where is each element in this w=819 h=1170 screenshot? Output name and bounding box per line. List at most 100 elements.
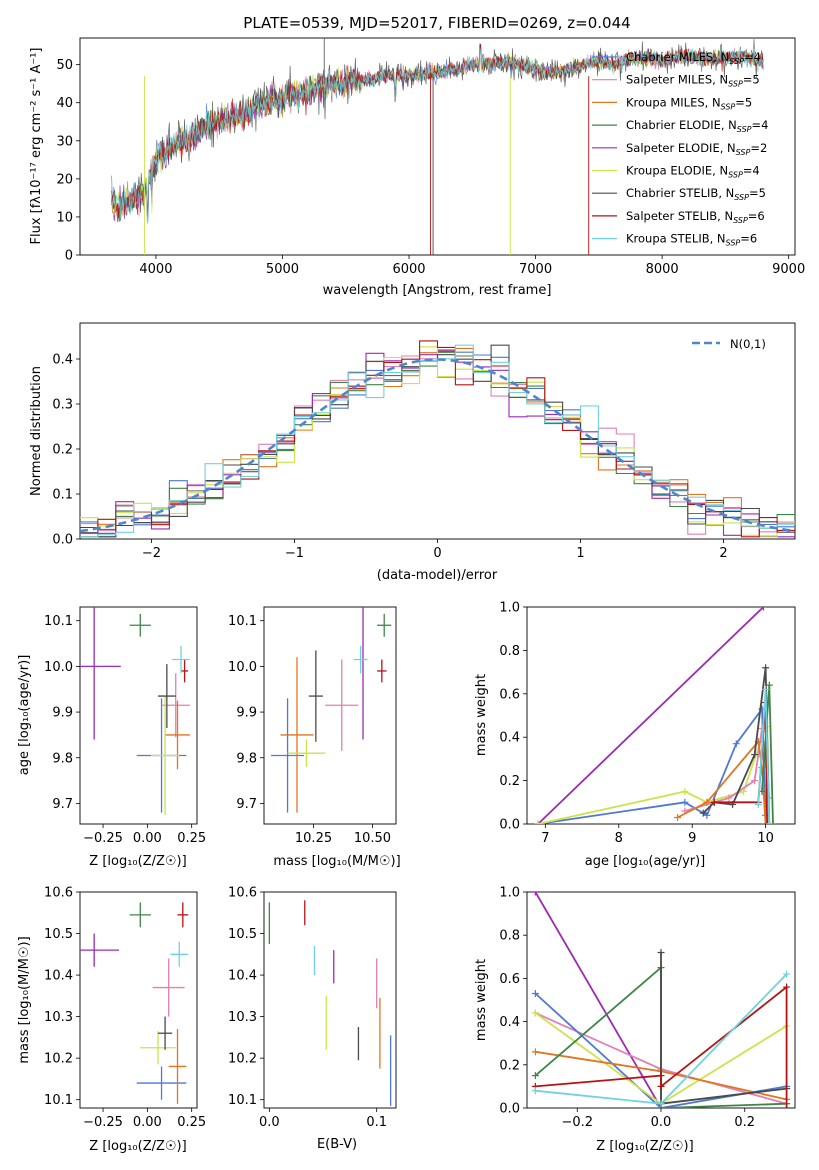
weight-series: [537, 706, 767, 824]
weight-marker: [762, 685, 770, 693]
x-tick-label: 10: [757, 831, 774, 846]
y-tick-label: 9.8: [236, 751, 257, 766]
hist-ylabel: Normed distribution: [29, 366, 44, 496]
weight-marker: [732, 740, 740, 748]
legend-entry: Chabrier ELODIE, NSSP=4: [626, 118, 768, 134]
weight-marker: [531, 1009, 539, 1017]
weight-marker: [703, 811, 711, 819]
weight-marker: [783, 1104, 791, 1108]
y-tick-label: 10.0: [228, 660, 257, 675]
x-tick-label: 0.2: [734, 1115, 755, 1130]
axes-frame: [79, 891, 198, 1109]
histogram-series: [80, 344, 795, 538]
weight-marker: [657, 1100, 665, 1108]
legend-entry: Chabrier STELIB, NSSP=5: [626, 186, 766, 202]
legend-entry: Kroupa MILES, NSSP=5: [626, 95, 752, 111]
weight-vs-age-lines: [534, 607, 777, 824]
x-tick-label: 0.1: [366, 1115, 387, 1130]
weight-marker: [699, 809, 707, 817]
p5-xlabel: age [log₁₀(age/yr)]: [585, 854, 706, 869]
y-tick-label: 9.9: [236, 706, 257, 721]
age-vs-z-points: [80, 607, 190, 815]
x-tick-label: 0: [433, 546, 441, 561]
legend-entry: Salpeter MILES, NSSP=5: [626, 73, 760, 89]
y-tick-label: 0.0: [52, 533, 73, 548]
weight-marker: [531, 1072, 539, 1080]
y-tick-label: 0.8: [499, 929, 520, 944]
x-tick-label: 0.00: [133, 831, 162, 846]
weight-marker: [531, 1048, 539, 1056]
x-tick-label: 0.25: [177, 1115, 206, 1130]
weight-marker: [751, 777, 759, 785]
legend-entry: Kroupa ELODIE, NSSP=4: [626, 164, 760, 180]
weight-marker: [657, 1072, 665, 1080]
weight-marker: [703, 798, 711, 806]
y-tick-label: 40: [56, 96, 73, 111]
panel-spectrum: 4000 5000 6000 7000 8000 9000 0 10 20 30 40 50 Chabr…: [56, 37, 805, 277]
gaussian-curve: [80, 358, 795, 533]
p6-xlabel: Z [log₁₀(Z/Z☉)]: [89, 1139, 186, 1154]
weight-marker: [783, 970, 791, 978]
panel-histogram: −2 −1 0 1 2 0.0 0.1 0.2 0.3 0.4 N(0,1): [52, 322, 796, 561]
y-tick-label: 0.0: [499, 1102, 520, 1117]
panel-age-vs-mass: 10.25 10.50 9.7 9.8 9.9 10.0 10.1: [228, 606, 397, 846]
weight-marker: [762, 664, 770, 672]
spectrum-series: [111, 43, 764, 218]
y-tick-label: 9.9: [52, 706, 73, 721]
y-tick-label: 10.4: [44, 969, 73, 984]
spectrum-legend: Chabrier MILES, NSSP=4 Salpeter MILES, NS…: [592, 50, 768, 248]
x-tick-label: 0.0: [259, 1115, 280, 1130]
weight-series: [660, 952, 787, 1105]
y-tick-label: 0.3: [52, 398, 73, 413]
x-tick-label: −2: [142, 546, 161, 561]
weight-marker: [531, 892, 539, 896]
p3-xlabel: Z [log₁₀(Z/Z☉)]: [89, 854, 186, 869]
panel-weight-vs-age: 7 8 9 10 0.0 0.2 0.4 0.6 0.8 1.0: [499, 601, 796, 846]
weight-marker: [657, 948, 665, 956]
weight-vs-z-lines: [531, 892, 791, 1108]
y-tick-label: 0.6: [499, 687, 520, 702]
y-tick-label: 10.1: [228, 1093, 257, 1108]
spectrum-series: [111, 48, 764, 222]
x-tick-label: −1: [285, 546, 304, 561]
p5-ylabel: mass weight: [474, 674, 489, 756]
y-tick-label: 0.8: [499, 644, 520, 659]
y-tick-label: 0: [65, 249, 73, 264]
axes-frame: [79, 322, 796, 540]
y-tick-label: 10.1: [44, 614, 73, 629]
axes-frame: [79, 606, 198, 825]
y-tick-label: 0.2: [499, 774, 520, 789]
y-tick-label: 20: [56, 172, 73, 187]
spec-xlabel: wavelength [Angstrom, rest frame]: [323, 283, 552, 298]
figure-title: PLATE=0539, MJD=52017, FIBERID=0269, z=0…: [243, 14, 630, 32]
panel-mass-vs-ebv: 0.0 0.1 10.1 10.2 10.3 10.4 10.5 10.6: [228, 886, 397, 1130]
x-tick-label: 7000: [519, 262, 552, 277]
weight-marker: [783, 983, 791, 991]
weight-marker: [763, 820, 771, 824]
y-tick-label: 9.7: [236, 797, 257, 812]
y-tick-label: 0.6: [499, 972, 520, 987]
weight-marker: [531, 1087, 539, 1095]
x-tick-label: 10.25: [295, 831, 332, 846]
y-tick-label: 1.0: [499, 886, 520, 901]
mass-vs-ebv-points: [268, 900, 392, 1106]
y-tick-label: 10.6: [228, 886, 257, 901]
x-tick-label: 2: [719, 546, 727, 561]
age-vs-mass-points: [271, 607, 392, 813]
weight-marker: [759, 607, 767, 611]
y-tick-label: 10.6: [44, 886, 73, 901]
x-tick-label: 0.0: [651, 1115, 672, 1130]
weight-series: [537, 607, 765, 824]
y-tick-label: 0.4: [499, 1015, 520, 1030]
weight-marker: [674, 813, 682, 821]
axes-frame: [263, 606, 397, 825]
x-tick-label: 5000: [266, 262, 299, 277]
y-tick-label: 10.3: [44, 1010, 73, 1025]
y-tick-label: 9.7: [52, 797, 73, 812]
axes-frame: [263, 891, 397, 1109]
weight-marker: [751, 751, 759, 759]
spectrum-lines: [111, 38, 764, 255]
x-tick-label: 8: [615, 831, 623, 846]
weight-marker: [765, 681, 773, 689]
